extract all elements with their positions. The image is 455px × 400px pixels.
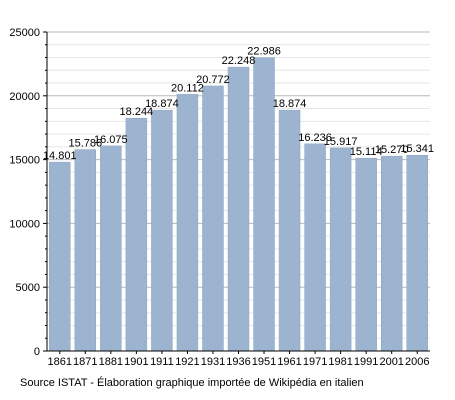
bar-layer: [49, 57, 428, 352]
data-label-1991: 15.114: [350, 146, 383, 158]
axis-layer: 0 5000 10000 15000 20000 25000: [9, 27, 430, 358]
bar-1871: [74, 149, 97, 352]
bar-1951: [253, 57, 275, 352]
label-layer: 14.801 1861 15.786 1871 16.075 1881 18.244 1901…: [43, 46, 434, 368]
data-label-1961: 18.874: [273, 98, 307, 110]
data-label-2006: 15.341: [400, 143, 434, 155]
data-label-1911: 18.874: [145, 98, 179, 110]
bar-1961: [278, 109, 301, 352]
y-tick-label: 15000: [9, 155, 40, 167]
y-tick-label: 5000: [16, 282, 40, 294]
bar-1901: [125, 117, 148, 352]
data-label-2001: 15.270: [375, 144, 409, 156]
y-tick-label: 10000: [9, 218, 40, 230]
bar-1936: [227, 66, 250, 352]
x-tick-label-1901: 1901: [124, 356, 148, 368]
x-tick-label-1936: 1936: [226, 356, 250, 368]
bar-1971: [304, 143, 326, 352]
x-tick-label-2006: 2006: [405, 356, 429, 368]
data-label-1936: 22.248: [222, 55, 256, 67]
data-label-1881: 16.075: [94, 134, 128, 146]
bar-1881: [100, 145, 122, 352]
data-label-1861: 14.801: [43, 150, 77, 162]
x-tick-label-1981: 1981: [328, 356, 352, 368]
x-tick-label-2001: 2001: [379, 356, 403, 368]
bar-2006: [406, 154, 428, 352]
data-label-1951: 22.986: [247, 46, 281, 58]
x-tick-label-1951: 1951: [252, 356, 276, 368]
x-tick-label-1861: 1861: [48, 356, 72, 368]
bar-1911: [151, 109, 173, 352]
data-label-1871: 15.786: [68, 138, 102, 150]
bar-1861: [49, 161, 71, 352]
data-label-1921: 20.112: [171, 82, 204, 94]
data-label-1981: 15.917: [324, 136, 358, 148]
source-note: Source ISTAT - Élaboration graphique imp…: [20, 377, 364, 389]
x-tick-label-1991: 1991: [354, 356, 378, 368]
data-label-1901: 18.244: [120, 106, 154, 118]
y-tick-label: 0: [34, 346, 40, 358]
x-tick-label-1971: 1971: [303, 356, 327, 368]
x-tick-label-1911: 1911: [150, 356, 174, 368]
bar-2001: [380, 155, 403, 352]
bar-1981: [329, 147, 352, 352]
x-tick-label-1931: 1931: [201, 356, 225, 368]
data-label-1931: 20.772: [196, 74, 230, 86]
x-tick-label-1871: 1871: [73, 356, 97, 368]
y-tick-label: 25000: [9, 27, 40, 39]
x-tick-label-1881: 1881: [99, 356, 123, 368]
x-tick-label-1961: 1961: [277, 356, 301, 368]
bar-1931: [202, 85, 224, 352]
bar-1991: [355, 157, 377, 352]
y-tick-label: 20000: [9, 91, 40, 103]
data-label-1971: 16.236: [298, 132, 332, 144]
bar-1921: [176, 94, 199, 352]
x-tick-label-1921: 1921: [175, 356, 199, 368]
